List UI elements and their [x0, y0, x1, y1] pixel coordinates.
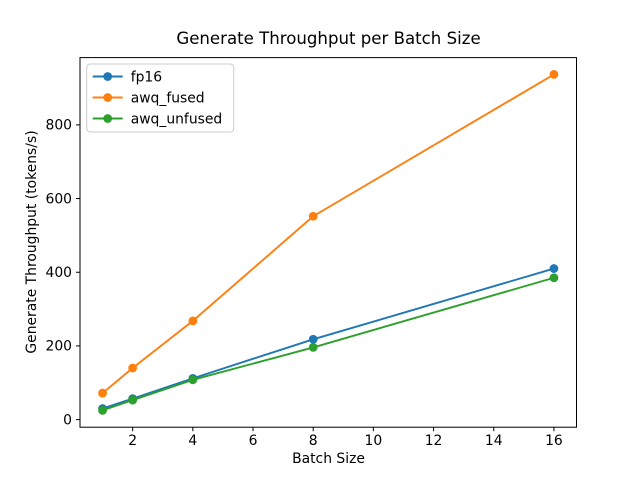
x-axis-label: Batch Size: [292, 451, 365, 467]
series-marker-awq_fused: [308, 211, 318, 221]
series-marker-awq_unfused: [188, 375, 198, 385]
series-marker-fp16: [549, 264, 559, 273]
x-tick-label: 16: [545, 433, 563, 449]
series-marker-awq_unfused: [128, 395, 138, 405]
x-tick-label: 8: [309, 433, 318, 449]
y-tick-label: 800: [45, 118, 72, 134]
chart-title: Generate Throughput per Batch Size: [176, 29, 481, 48]
legend-label-fp16: fp16: [131, 69, 162, 85]
series-marker-awq_unfused: [98, 406, 107, 415]
series-marker-awq_fused: [188, 316, 198, 326]
series-marker-awq_unfused: [308, 343, 318, 352]
legend-marker-fp16: [103, 72, 113, 81]
series-marker-awq_fused: [549, 70, 559, 79]
series-marker-awq_fused: [98, 388, 107, 398]
legend-label-awq_fused: awq_fused: [131, 90, 205, 106]
x-tick-label: 6: [249, 433, 258, 449]
legend-marker-awq_unfused: [103, 114, 113, 123]
series-marker-awq_unfused: [549, 273, 559, 283]
x-tick-label: 10: [365, 433, 383, 449]
y-tick-label: 600: [45, 191, 72, 207]
legend-label-awq_unfused: awq_unfused: [131, 111, 223, 127]
y-tick-label: 200: [45, 339, 72, 355]
series-marker-awq_fused: [128, 363, 138, 373]
legend-marker-awq_fused: [103, 93, 113, 102]
legend-box: [86, 63, 235, 133]
x-tick-label: 12: [425, 433, 443, 449]
y-tick-label: 0: [63, 412, 72, 428]
x-tick-label: 4: [188, 433, 197, 449]
x-tick-label: 14: [485, 433, 503, 449]
y-tick-label: 400: [45, 265, 72, 281]
x-tick-label: 2: [128, 433, 137, 449]
series-marker-fp16: [308, 334, 318, 344]
